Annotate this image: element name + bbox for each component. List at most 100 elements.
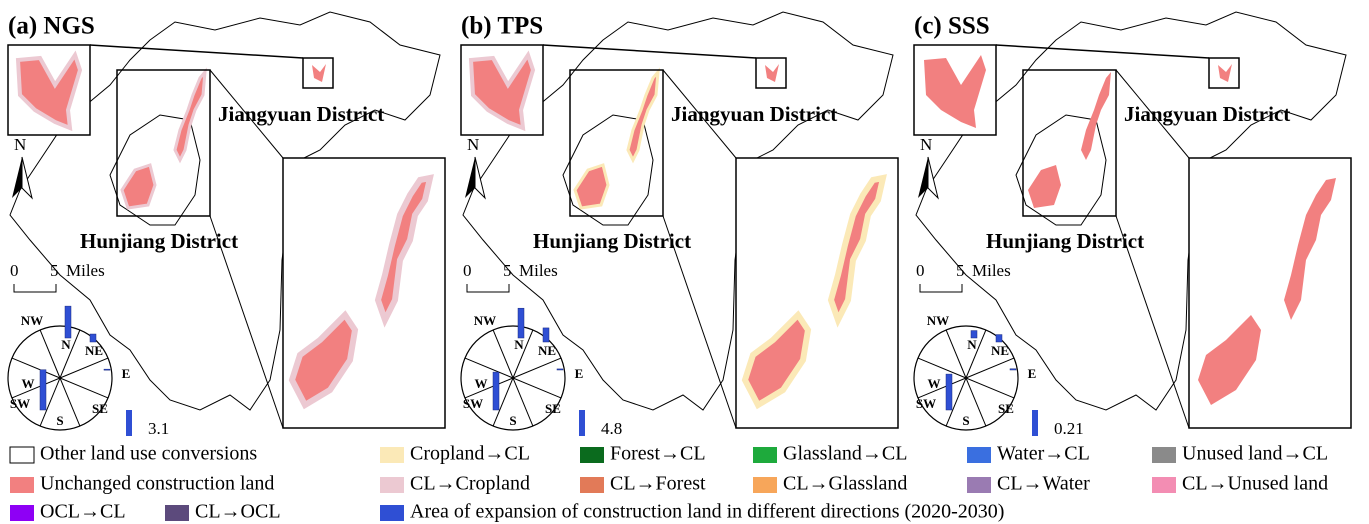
connector xyxy=(90,45,303,58)
reference-bar xyxy=(579,410,585,436)
scale-bar xyxy=(14,284,56,292)
expansion-bar xyxy=(543,328,549,342)
district-label: Jiangyuan District xyxy=(671,102,837,126)
direction-label: NE xyxy=(85,343,103,358)
north-label: N xyxy=(467,135,479,154)
expansion-bar xyxy=(493,372,499,410)
direction-label: E xyxy=(1028,366,1037,381)
direction-label: S xyxy=(56,413,63,428)
north-label: N xyxy=(14,135,26,154)
legend-label: Area of expansion of construction land i… xyxy=(410,501,1004,523)
expansion-bar xyxy=(1010,369,1016,370)
map-panel: (c) SSS Jiangyuan District Hunjiang Distri… xyxy=(914,12,1351,438)
legend-label: Unchanged construction land xyxy=(40,473,274,495)
direction-label: W xyxy=(475,376,488,391)
expansion-bar xyxy=(971,331,977,338)
direction-label: N xyxy=(967,337,977,352)
north-arrow xyxy=(22,157,32,198)
construction-land xyxy=(1028,72,1111,208)
direction-label: E xyxy=(575,366,584,381)
direction-label: SE xyxy=(92,401,108,416)
connector xyxy=(543,45,756,58)
direction-label: N xyxy=(514,337,524,352)
direction-label: W xyxy=(22,376,35,391)
reference-bar xyxy=(1032,410,1038,436)
scale-unit: Miles xyxy=(972,261,1011,280)
direction-label: NW xyxy=(474,313,496,328)
direction-label: SE xyxy=(998,401,1014,416)
legend-swatch xyxy=(1152,477,1176,493)
expansion-bar xyxy=(40,370,46,410)
scale-unit: Miles xyxy=(66,261,105,280)
connector xyxy=(996,45,1209,58)
figure: (a) NGS Jiangyuan District Hunjiang Distri… xyxy=(0,0,1369,524)
scale-label: 0 xyxy=(916,261,925,280)
district-label: Jiangyuan District xyxy=(1124,102,1290,126)
direction-label: SW xyxy=(916,396,936,411)
direction-label: SW xyxy=(10,396,30,411)
legend-label: CL→Cropland xyxy=(410,473,530,495)
legend-swatch xyxy=(165,505,189,521)
legend-label: OCL→CL xyxy=(40,501,126,523)
district-label: Jiangyuan District xyxy=(218,102,384,126)
direction-label: NW xyxy=(21,313,43,328)
panel-title: (c) SSS xyxy=(914,13,990,40)
direction-label: E xyxy=(122,366,131,381)
legend-label: Forest→CL xyxy=(610,443,706,465)
district-label: Hunjiang District xyxy=(80,229,238,253)
legend-swatch xyxy=(380,447,404,463)
legend-swatch xyxy=(380,477,404,493)
map-panel: (a) NGS Jiangyuan District Hunjiang Distri… xyxy=(8,12,445,438)
expansion-bar xyxy=(946,374,952,410)
legend-swatch xyxy=(753,477,777,493)
north-arrow xyxy=(475,157,485,198)
legend-label: CL→Forest xyxy=(610,473,706,495)
legend-swatch xyxy=(380,505,404,521)
north-label: N xyxy=(920,135,932,154)
scale-label: 0 xyxy=(10,261,19,280)
reference-label: 4.8 xyxy=(601,419,622,438)
legend-swatch xyxy=(967,447,991,463)
expansion-bar xyxy=(557,369,563,370)
north-arrow xyxy=(465,157,475,198)
legend-swatch xyxy=(10,447,34,463)
legend-label: CL→Glassland xyxy=(783,473,907,495)
scale-label: 5 xyxy=(956,261,965,280)
legend-swatch xyxy=(753,447,777,463)
scale-label: 5 xyxy=(50,261,59,280)
legend-label: CL→OCL xyxy=(195,501,281,523)
legend-swatch xyxy=(580,447,604,463)
legend-swatch xyxy=(10,505,34,521)
map-panel: (b) TPS Jiangyuan District Hunjiang Distri… xyxy=(461,12,898,438)
direction-label: S xyxy=(962,413,969,428)
expansion-bar xyxy=(104,369,110,370)
panel-title: (a) NGS xyxy=(8,13,95,40)
panel-title: (b) TPS xyxy=(461,13,543,40)
direction-label: SW xyxy=(463,396,483,411)
construction-land xyxy=(575,72,658,208)
legend-swatch xyxy=(967,477,991,493)
legend-label: Glassland→CL xyxy=(783,443,907,465)
direction-label: N xyxy=(61,337,71,352)
legend-label: Cropland→CL xyxy=(410,443,530,465)
scale-unit: Miles xyxy=(519,261,558,280)
construction-land xyxy=(122,72,205,208)
expansion-bar xyxy=(518,308,524,338)
scale-bar xyxy=(920,284,962,292)
reference-label: 3.1 xyxy=(148,419,169,438)
district-label: Hunjiang District xyxy=(986,229,1144,253)
legend-label: Water→CL xyxy=(997,443,1090,465)
north-arrow xyxy=(928,157,938,198)
direction-label: S xyxy=(509,413,516,428)
district-label: Hunjiang District xyxy=(533,229,691,253)
direction-label: NE xyxy=(991,343,1009,358)
legend-swatch xyxy=(10,477,34,493)
expansion-bar xyxy=(65,306,71,338)
legend-label: CL→Water xyxy=(997,473,1090,495)
legend-label: Other land use conversions xyxy=(40,443,257,465)
direction-label: NE xyxy=(538,343,556,358)
scale-label: 0 xyxy=(463,261,472,280)
legend-swatch xyxy=(1152,447,1176,463)
reference-label: 0.21 xyxy=(1054,419,1084,438)
direction-label: NW xyxy=(927,313,949,328)
